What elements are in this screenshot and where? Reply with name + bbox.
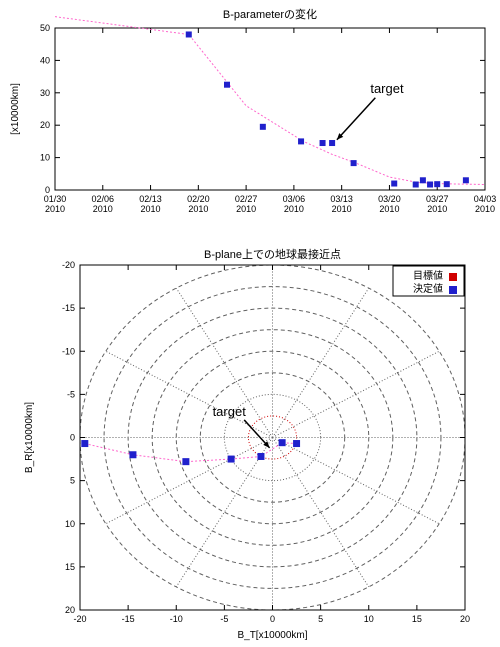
bottom-ytick: 15 xyxy=(65,562,75,572)
top-marker xyxy=(420,177,426,183)
top-marker xyxy=(463,177,469,183)
top-ytick: 20 xyxy=(40,120,50,130)
bottom-marker xyxy=(228,456,235,463)
top-marker xyxy=(224,82,230,88)
top-marker xyxy=(434,181,440,187)
bottom-marker xyxy=(257,453,264,460)
top-xtick: 2010 xyxy=(379,204,399,214)
top-fit-line xyxy=(55,17,485,185)
top-annot-arrow xyxy=(337,98,375,140)
top-marker xyxy=(329,140,335,146)
top-xtick: 02/06 xyxy=(92,194,115,204)
top-ytick: 10 xyxy=(40,153,50,163)
bottom-marker xyxy=(279,439,286,446)
bottom-xtick: 15 xyxy=(412,614,422,624)
top-plot-frame xyxy=(55,28,485,190)
bottom-xtick: 5 xyxy=(318,614,323,624)
bottom-xlabel: B_T[x10000km] xyxy=(237,630,307,641)
bottom-ytick: -20 xyxy=(62,260,75,270)
top-xtick: 02/13 xyxy=(139,194,162,204)
bottom-ytick: -15 xyxy=(62,303,75,313)
top-xtick: 01/30 xyxy=(44,194,67,204)
top-xtick: 03/13 xyxy=(330,194,353,204)
top-marker xyxy=(391,181,397,187)
top-marker xyxy=(413,181,419,187)
bottom-marker xyxy=(129,451,136,458)
bottom-spoke xyxy=(273,438,440,524)
top-ylabel: [x10000km] xyxy=(10,83,21,135)
legend-label: 目標値 xyxy=(413,269,443,282)
top-xtick: 2010 xyxy=(284,204,304,214)
top-annot-text: target xyxy=(370,81,404,96)
top-xtick: 2010 xyxy=(188,204,208,214)
top-marker xyxy=(186,31,192,37)
top-marker xyxy=(351,160,357,166)
bottom-ytick: -10 xyxy=(62,346,75,356)
bottom-spoke xyxy=(273,351,440,437)
top-xtick: 03/27 xyxy=(426,194,449,204)
bottom-ylabel: B_R[x10000km] xyxy=(24,402,35,473)
bottom-ytick: 10 xyxy=(65,519,75,529)
bottom-xtick: -20 xyxy=(73,614,86,624)
bottom-ytick: 0 xyxy=(70,433,75,443)
legend-label: 決定値 xyxy=(413,282,443,295)
bottom-xtick: 20 xyxy=(460,614,470,624)
legend-swatch xyxy=(449,286,457,294)
top-marker xyxy=(298,138,304,144)
bottom-annot-text: target xyxy=(213,404,247,419)
top-marker xyxy=(260,124,266,130)
top-xtick: 04/03 xyxy=(474,194,497,204)
bottom-ytick: 20 xyxy=(65,605,75,615)
top-xtick: 2010 xyxy=(141,204,161,214)
legend-swatch xyxy=(449,273,457,281)
top-ytick: 40 xyxy=(40,55,50,65)
bottom-ytick: -5 xyxy=(67,389,75,399)
bottom-ytick: 5 xyxy=(70,476,75,486)
bottom-title: B-plane上での地球最接近点 xyxy=(204,247,341,261)
top-xtick: 02/20 xyxy=(187,194,210,204)
top-xtick: 03/06 xyxy=(283,194,306,204)
top-xtick: 2010 xyxy=(93,204,113,214)
bottom-marker xyxy=(182,458,189,465)
bottom-spoke xyxy=(106,438,273,524)
top-xtick: 2010 xyxy=(332,204,352,214)
bottom-xtick: -15 xyxy=(122,614,135,624)
top-xtick: 2010 xyxy=(236,204,256,214)
top-ytick: 30 xyxy=(40,88,50,98)
bottom-xtick: -10 xyxy=(170,614,183,624)
top-marker xyxy=(444,181,450,187)
top-xtick: 2010 xyxy=(45,204,65,214)
bottom-marker xyxy=(81,440,88,447)
top-title: B-parameterの変化 xyxy=(223,7,317,21)
top-xtick: 2010 xyxy=(475,204,495,214)
bottom-plot-area xyxy=(80,265,465,610)
bottom-xtick: 0 xyxy=(270,614,275,624)
top-ytick: 50 xyxy=(40,23,50,33)
top-marker xyxy=(320,140,326,146)
top-xtick: 03/20 xyxy=(378,194,401,204)
top-marker xyxy=(427,181,433,187)
bottom-xtick: 10 xyxy=(364,614,374,624)
bottom-marker xyxy=(293,440,300,447)
top-xtick: 2010 xyxy=(427,204,447,214)
bottom-xtick: -5 xyxy=(220,614,228,624)
top-xtick: 02/27 xyxy=(235,194,258,204)
